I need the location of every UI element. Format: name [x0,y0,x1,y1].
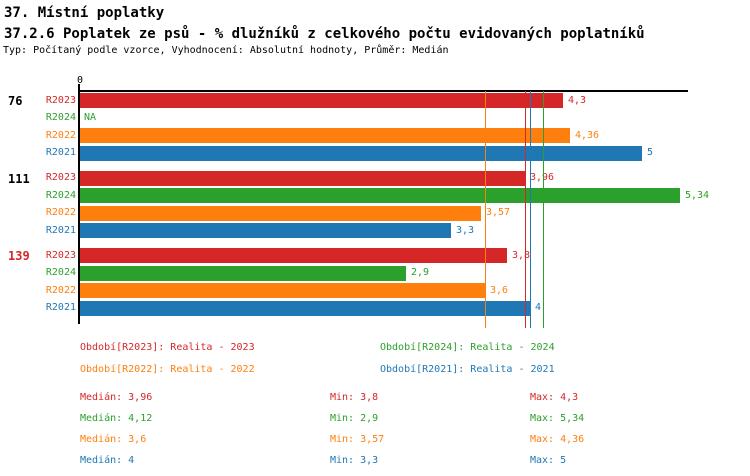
bar-139-R2024 [80,265,406,281]
row-label-76-R2024: R2024 [45,112,76,123]
bar-value-label: 5,34 [685,189,710,201]
row-label-76-R2022: R2022 [45,129,76,141]
row-label-139-R2022: R2022 [45,284,76,296]
median-line-R2022 [485,91,486,328]
indicator-subtitle: Typ: Počítaný podle vzorce, Vyhodnocení:… [3,45,449,56]
legend-item-R2022: Období[R2022]: Realita - 2022 [80,364,255,375]
stat-median-R2024: Medián: 4,12 [80,413,153,424]
legend-item-R2023: Období[R2023]: Realita - 2023 [80,342,255,353]
report-title: 37. Místní poplatky [4,5,165,21]
stat-median-R2021: Medián: 4 [80,455,135,466]
group-label-76: 76 [8,94,23,108]
bar-value-label: 3,57 [486,207,511,218]
stat-max-R2024: Max: 5,34 [530,413,585,424]
row-label-76-R2021: R2021 [45,147,76,158]
y-axis-line [78,84,80,324]
bar-139-R2021 [80,300,530,316]
bar-76-R2022 [80,128,570,143]
row-label-139-R2024: R2024 [45,267,76,278]
bar-76-R2021 [80,145,642,161]
stat-max-R2021: Max: 5 [530,455,567,466]
stat-min-R2022: Min: 3,57 [330,434,385,445]
legend-item-R2024: Období[R2024]: Realita - 2024 [380,342,555,353]
bar-value-label-na: NA [84,112,97,123]
row-label-111-R2022: R2022 [45,207,76,218]
bar-76-R2023 [80,93,563,108]
row-label-111-R2024: R2024 [45,189,76,201]
bar-111-R2022 [80,205,481,221]
bar-111-R2024 [80,188,680,203]
bar-value-label: 3,6 [490,284,509,296]
indicator-title: 37.2.6 Poplatek ze psů - % dlužníků z ce… [4,26,645,42]
bar-111-R2023 [80,170,525,186]
median-line-R2024 [543,91,544,328]
bar-139-R2023 [80,248,507,263]
bar-value-label: 5 [647,147,654,158]
bar-value-label: 3,8 [512,249,531,261]
row-label-111-R2023: R2023 [45,172,76,183]
bar-value-label: 3,3 [456,224,475,236]
bar-111-R2021 [80,223,451,238]
stat-max-R2023: Max: 4,3 [530,392,579,403]
row-label-76-R2023: R2023 [45,94,76,106]
x-axis-zero-label: 0 [76,75,84,86]
bar-value-label: 4,3 [568,94,587,106]
median-line-R2023 [525,91,526,328]
x-axis-line [78,90,688,92]
group-label-111: 111 [8,171,30,186]
bar-value-label: 3,96 [530,173,554,183]
stat-min-R2021: Min: 3,3 [330,455,379,466]
stat-max-R2022: Max: 4,36 [530,434,585,445]
stat-median-R2022: Medián: 3,6 [80,434,147,445]
bar-value-label: 4 [535,302,542,313]
stat-min-R2023: Min: 3,8 [330,392,379,403]
bar-139-R2022 [80,283,485,298]
stat-median-R2023: Medián: 3,96 [80,392,153,403]
bar-value-label: 4,36 [575,129,600,141]
group-label-139: 139 [8,249,30,263]
bar-value-label: 2,9 [411,267,430,278]
row-label-139-R2023: R2023 [45,249,76,261]
stat-min-R2024: Min: 2,9 [330,413,379,424]
legend-item-R2021: Období[R2021]: Realita - 2021 [380,364,555,375]
row-label-139-R2021: R2021 [45,302,76,313]
row-label-111-R2021: R2021 [45,224,76,236]
median-line-R2021 [530,91,531,328]
